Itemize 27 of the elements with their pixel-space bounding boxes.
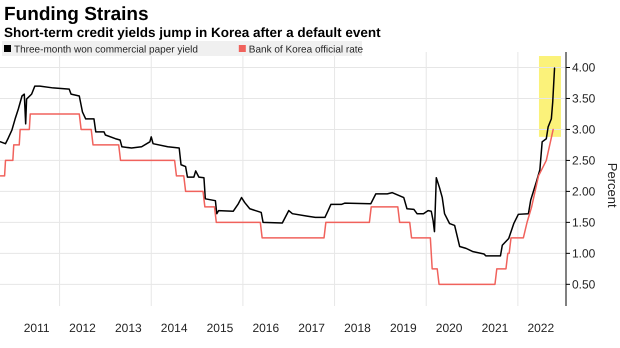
y-tick-label: 1.00 xyxy=(572,246,596,261)
x-tick-label: 2011 xyxy=(24,321,50,335)
x-tick-label: 2020 xyxy=(436,321,463,335)
chart-subtitle: Short-term credit yields jump in Korea after a default event xyxy=(4,25,382,40)
y-tick-label: 4.00 xyxy=(572,60,596,75)
x-tick-label: 2013 xyxy=(114,321,142,335)
y-axis-title: Percent xyxy=(605,162,620,208)
y-tick-label: 0.50 xyxy=(572,278,596,292)
y-tick-label: 1.50 xyxy=(572,216,596,230)
line-series xyxy=(0,113,554,286)
y-tick-label: 2.00 xyxy=(572,184,596,199)
y-tick-label: 2.50 xyxy=(572,154,596,168)
x-tick-label: 2019 xyxy=(390,321,417,335)
x-tick-label: 2016 xyxy=(252,321,280,335)
y-tick-label: 3.50 xyxy=(572,92,596,106)
x-tick-label: 2012 xyxy=(69,321,96,335)
x-tick-label: 2018 xyxy=(344,321,372,335)
x-tick-label: 2017 xyxy=(298,321,326,335)
legend-label: Three-month won commercial paper yield xyxy=(14,44,198,56)
chart-title: Funding Strains xyxy=(4,4,149,25)
legend-label: Bank of Korea official rate xyxy=(248,44,364,56)
y-tick-label: 3.00 xyxy=(572,122,596,137)
x-tick-label: 2022 xyxy=(527,321,554,335)
x-tick-label: 2015 xyxy=(206,321,234,335)
x-tick-label: 2021 xyxy=(482,321,509,335)
x-tick-label: 2014 xyxy=(160,321,188,335)
line-series xyxy=(0,67,556,257)
